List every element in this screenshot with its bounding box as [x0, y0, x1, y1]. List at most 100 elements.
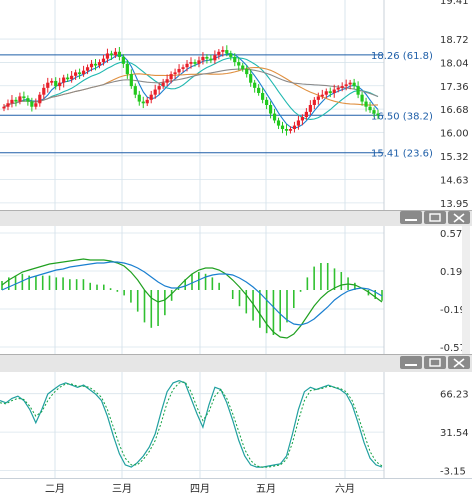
candlestick[interactable] [229, 50, 233, 61]
minimize-button-macd[interactable] [400, 211, 422, 224]
candlestick[interactable] [189, 57, 193, 69]
candlestick[interactable] [10, 95, 14, 108]
candlestick[interactable] [81, 65, 86, 77]
candlestick[interactable] [272, 108, 277, 124]
candlestick[interactable] [205, 54, 209, 64]
candlestick[interactable] [245, 65, 249, 78]
kdj-panel[interactable] [0, 372, 384, 478]
candlestick[interactable] [253, 79, 257, 93]
close-button-macd[interactable] [448, 211, 470, 224]
candlestick[interactable] [197, 56, 201, 68]
candlestick[interactable] [209, 54, 213, 64]
candlestick[interactable] [201, 52, 205, 65]
candlestick[interactable] [74, 69, 78, 80]
close-button-kdj[interactable] [448, 356, 470, 369]
candlestick[interactable] [161, 78, 165, 89]
candlestick[interactable] [66, 73, 70, 82]
candlestick[interactable] [42, 84, 46, 99]
candlestick[interactable] [280, 121, 285, 134]
candlestick[interactable] [97, 59, 102, 69]
candlestick[interactable] [376, 109, 380, 120]
candlestick[interactable] [2, 103, 6, 112]
candlestick[interactable] [22, 91, 26, 102]
candlestick[interactable] [276, 117, 281, 130]
candlestick[interactable] [308, 100, 312, 116]
candlestick[interactable] [125, 60, 129, 79]
candlestick[interactable] [360, 91, 364, 106]
candlestick[interactable] [185, 60, 189, 72]
candlestick[interactable] [257, 84, 261, 96]
candlestick[interactable] [18, 92, 22, 105]
candlestick[interactable] [54, 77, 58, 90]
candlestick[interactable] [284, 124, 289, 136]
candlestick[interactable] [177, 64, 181, 76]
candlestick[interactable] [77, 68, 82, 79]
candlestick[interactable] [133, 83, 137, 99]
candlestick[interactable] [241, 62, 245, 72]
candlestick[interactable] [141, 96, 145, 109]
candlestick[interactable] [38, 91, 42, 107]
candlestick[interactable] [34, 98, 38, 110]
candlestick[interactable] [268, 101, 273, 119]
candlestick[interactable] [225, 45, 229, 57]
candlestick[interactable] [193, 59, 197, 67]
candlestick[interactable] [372, 107, 376, 118]
candlestick[interactable] [50, 78, 54, 86]
candlestick[interactable] [237, 57, 241, 71]
candlestick[interactable] [213, 50, 217, 64]
candlestick[interactable] [165, 74, 169, 87]
candlestick[interactable] [157, 83, 161, 95]
candlestick[interactable] [14, 97, 18, 107]
candlestick[interactable] [264, 97, 269, 110]
candlestick[interactable] [30, 97, 34, 112]
candlestick[interactable] [320, 89, 324, 100]
divider-bar-1[interactable] [0, 210, 472, 226]
candlestick[interactable] [368, 101, 372, 113]
candlestick[interactable] [173, 68, 177, 79]
candlestick[interactable] [304, 108, 308, 120]
candlestick[interactable] [340, 82, 344, 92]
candlestick[interactable] [221, 46, 225, 57]
candlestick[interactable] [336, 85, 340, 93]
candlestick[interactable] [344, 79, 348, 91]
candlestick[interactable] [46, 77, 50, 93]
candlestick[interactable] [312, 97, 316, 110]
candlestick[interactable] [288, 126, 293, 134]
candlestick[interactable] [149, 90, 153, 104]
candlestick[interactable] [129, 69, 133, 89]
candlestick[interactable] [145, 97, 149, 107]
candlestick[interactable] [169, 71, 173, 84]
restore-button-kdj[interactable] [424, 356, 446, 369]
minimize-button-kdj[interactable] [400, 356, 422, 369]
candlestick[interactable] [105, 48, 110, 63]
candlestick[interactable] [26, 95, 30, 106]
candlestick[interactable] [101, 54, 106, 66]
candlestick[interactable] [296, 115, 301, 130]
candlestick[interactable] [58, 77, 62, 91]
divider-bar-2[interactable] [0, 354, 472, 372]
candlestick[interactable] [364, 97, 368, 112]
candlestick[interactable] [137, 90, 141, 106]
candlestick[interactable] [117, 46, 121, 61]
candlestick[interactable] [348, 79, 352, 90]
candlestick[interactable] [70, 71, 74, 83]
candlestick[interactable] [328, 87, 332, 98]
candlestick[interactable] [292, 121, 297, 133]
candlestick[interactable] [181, 64, 185, 73]
price-panel[interactable] [0, 0, 384, 210]
restore-button-macd[interactable] [424, 211, 446, 224]
macd-scrollbar[interactable] [462, 226, 470, 354]
candlestick[interactable] [324, 88, 328, 99]
candlestick[interactable] [93, 58, 98, 71]
candlestick[interactable] [300, 114, 305, 126]
candlestick[interactable] [249, 69, 253, 87]
candlestick[interactable] [316, 92, 320, 105]
candlestick[interactable] [85, 64, 90, 75]
candlestick[interactable] [261, 88, 265, 104]
candlestick[interactable] [233, 53, 237, 67]
candlestick[interactable] [62, 74, 66, 88]
candlestick[interactable] [352, 78, 356, 89]
candlestick[interactable] [6, 99, 10, 111]
candlestick[interactable] [89, 60, 94, 72]
candlestick[interactable] [217, 49, 221, 60]
